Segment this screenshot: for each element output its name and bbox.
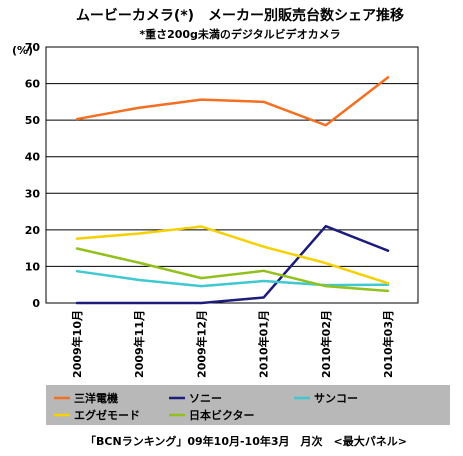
- series-line: [75, 76, 390, 127]
- x-tick-label: 2010年01月: [257, 310, 271, 378]
- y-tick-label: 40: [25, 151, 41, 164]
- legend-label: 日本ビクター: [189, 408, 255, 422]
- legend-label: ソニー: [189, 392, 222, 405]
- series-line: [75, 247, 390, 293]
- x-tick-label: 2010年03月: [381, 310, 395, 378]
- x-tick-label: 2009年10月: [70, 310, 84, 378]
- y-axis-label: (%): [12, 44, 33, 57]
- y-tick-label: 60: [25, 78, 41, 91]
- x-tick-label-group: 2009年11月: [132, 310, 146, 378]
- y-tick-label: 10: [25, 260, 41, 273]
- series-lines: [75, 76, 390, 305]
- x-tick-label-group: 2010年03月: [381, 310, 395, 378]
- legend-label: サンコー: [314, 392, 358, 405]
- x-tick-label: 2010年02月: [319, 310, 333, 378]
- x-tick-label-group: 2009年12月: [194, 310, 208, 378]
- y-tick-label: 70: [25, 41, 41, 54]
- chart-subtitle: *重さ200g未満のデジタルビデオカメラ: [139, 27, 340, 41]
- y-tick-labels: 0 10 20 30 40 50 60 70: [25, 41, 41, 310]
- legend-label: 三洋電機: [74, 391, 118, 405]
- series-line: [75, 269, 390, 288]
- x-tick-label-group: 2009年10月: [70, 310, 84, 378]
- y-tick-label: 50: [25, 114, 41, 127]
- y-tick-label: 20: [25, 224, 41, 237]
- chart-footnote: 「BCNランキング」09年10月-10年3月 月次 <最大パネル>: [85, 434, 407, 448]
- x-tick-label: 2009年12月: [194, 310, 208, 378]
- legend-box: [46, 385, 450, 425]
- legend-label: エグゼモード: [74, 408, 140, 422]
- chart-title: ムービーカメラ(*) メーカー別販売台数シェア推移: [76, 7, 404, 24]
- x-tick-labels: 2009年10月 2009年11月 2009年12月 2010年01月 2010年02月…: [70, 310, 395, 378]
- series-line: [75, 225, 390, 285]
- y-tick-label: 0: [32, 297, 40, 310]
- x-tick-label-group: 2010年01月: [257, 310, 271, 378]
- gridlines: [46, 83, 418, 267]
- x-tick-label-group: 2010年02月: [319, 310, 333, 378]
- plot-area: [45, 46, 419, 304]
- y-tick-label: 30: [25, 187, 41, 200]
- series-line: [75, 224, 390, 305]
- x-tick-label: 2009年11月: [132, 310, 146, 378]
